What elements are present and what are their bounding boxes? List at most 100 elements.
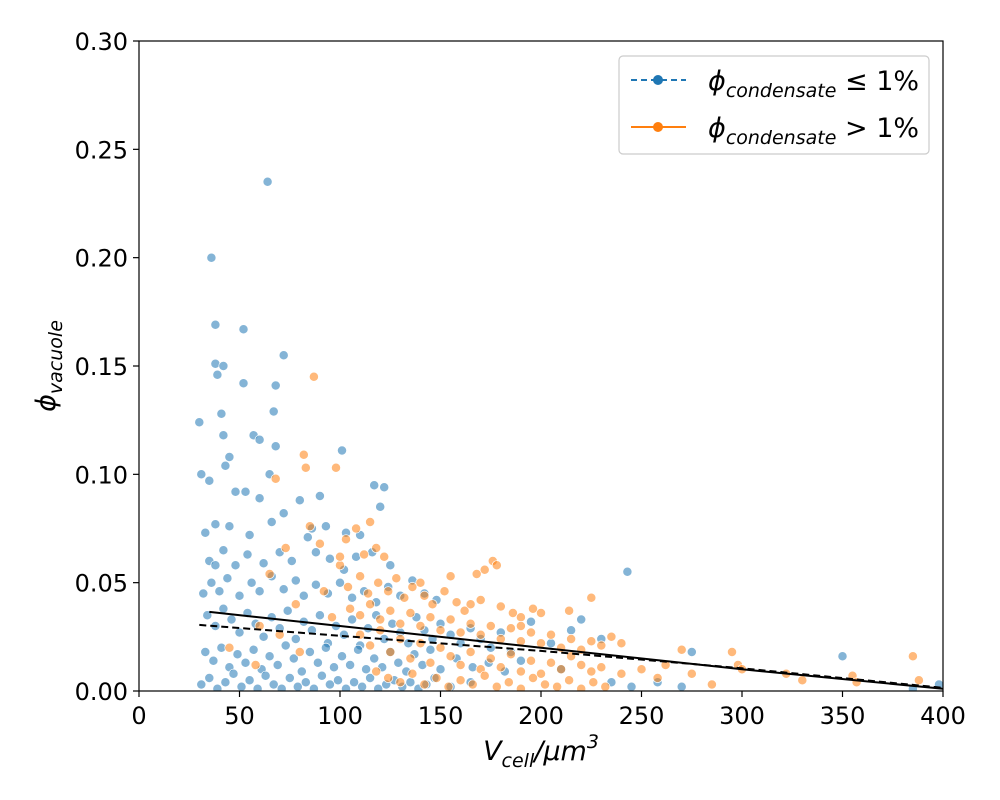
data-point-series-0-157 xyxy=(515,655,526,666)
data-point-series-1-34 xyxy=(419,590,430,601)
data-point-series-0-11 xyxy=(268,406,279,417)
data-point-series-1-38 xyxy=(459,605,470,616)
data-point-series-0-43 xyxy=(210,560,221,571)
data-point-series-0-15 xyxy=(254,434,265,445)
data-point-series-0-1 xyxy=(206,252,217,263)
data-point-series-0-61 xyxy=(246,577,257,588)
data-point-series-1-12 xyxy=(371,543,382,553)
data-point-series-1-88 xyxy=(485,653,496,664)
data-point-series-1-30 xyxy=(383,586,394,597)
data-point-series-0-171 xyxy=(284,673,295,683)
data-point-series-0-83 xyxy=(226,614,237,625)
data-point-series-0-66 xyxy=(298,590,309,601)
data-point-series-1-55 xyxy=(465,618,476,629)
data-point-series-1-124 xyxy=(503,677,514,688)
data-point-series-0-79 xyxy=(837,651,848,662)
legend-box xyxy=(618,55,930,155)
data-point-series-1-65 xyxy=(566,634,577,644)
data-point-series-0-59 xyxy=(222,573,233,584)
data-point-series-0-38 xyxy=(244,530,255,540)
data-point-series-1-24 xyxy=(465,599,476,610)
data-point-series-0-174 xyxy=(308,683,319,691)
data-point-series-1-57 xyxy=(485,621,496,631)
data-point-series-1-114 xyxy=(383,673,394,683)
data-point-series-0-29 xyxy=(369,480,380,491)
data-point-series-0-10 xyxy=(194,417,205,428)
x-tick-label-0: 0 xyxy=(131,702,146,730)
data-point-series-1-81 xyxy=(415,638,426,649)
data-point-series-1-84 xyxy=(445,651,456,662)
data-point-series-1-53 xyxy=(445,614,456,625)
data-point-series-1-21 xyxy=(586,592,597,603)
data-point-series-1-27 xyxy=(355,571,366,582)
data-point-series-1-17 xyxy=(491,560,502,571)
data-point-series-0-123 xyxy=(200,647,211,657)
data-point-series-1-8 xyxy=(351,523,362,534)
data-point-series-0-131 xyxy=(264,651,275,662)
data-point-series-0-177 xyxy=(333,675,343,686)
data-point-series-1-41 xyxy=(515,612,526,623)
x-axis-ticks: 0 50 100 150 200 250 300 350 400 xyxy=(131,691,966,730)
y-tick-label-1: 0.05 xyxy=(75,570,128,598)
data-point-series-0-64 xyxy=(278,584,289,595)
data-point-series-1-13 xyxy=(359,549,370,560)
data-point-series-1-48 xyxy=(395,618,406,629)
data-point-series-1-20 xyxy=(415,577,426,588)
data-point-series-0-26 xyxy=(294,495,305,506)
data-point-series-1-52 xyxy=(435,625,446,636)
data-point-series-0-90 xyxy=(282,605,293,616)
data-point-series-1-139 xyxy=(274,629,285,640)
data-point-series-0-161 xyxy=(204,673,215,683)
data-point-series-1-118 xyxy=(431,673,442,683)
data-point-series-0-120 xyxy=(576,614,587,625)
data-point-series-1-3 xyxy=(300,462,311,473)
data-point-series-0-87 xyxy=(258,631,269,642)
data-point-series-0-135 xyxy=(296,666,307,677)
data-point-series-1-70 xyxy=(616,638,627,649)
data-point-series-1-37 xyxy=(451,597,462,608)
data-point-series-1-16 xyxy=(479,564,490,575)
data-point-series-1-26 xyxy=(343,582,353,592)
data-point-series-0-50 xyxy=(310,547,321,558)
data-point-series-1-50 xyxy=(415,621,426,631)
data-point-series-0-13 xyxy=(218,430,229,441)
data-point-series-0-137 xyxy=(312,657,323,668)
data-point-series-1-120 xyxy=(455,675,466,686)
data-point-series-0-147 xyxy=(393,657,404,668)
legend-label-high: ϕcondensate > 1% xyxy=(708,113,919,149)
data-point-series-1-56 xyxy=(475,629,486,640)
data-point-series-1-51 xyxy=(425,612,436,623)
data-point-series-1-59 xyxy=(505,623,516,634)
data-point-series-0-143 xyxy=(361,664,372,675)
data-point-series-1-5 xyxy=(365,517,376,527)
data-point-series-1-94 xyxy=(546,657,556,668)
data-point-series-1-90 xyxy=(505,649,516,660)
data-point-series-1-82 xyxy=(425,657,436,668)
data-point-series-0-129 xyxy=(248,644,259,655)
x-tick-label-1: 50 xyxy=(224,702,255,730)
data-point-series-0-2 xyxy=(210,319,221,330)
data-point-series-1-54 xyxy=(455,627,466,638)
data-point-series-1-69 xyxy=(606,631,617,642)
data-point-series-1-76 xyxy=(365,640,376,651)
data-point-series-1-122 xyxy=(479,670,490,681)
data-point-series-1-123 xyxy=(491,681,502,691)
data-point-series-0-138 xyxy=(320,642,331,653)
data-point-series-1-136 xyxy=(318,586,329,597)
data-point-series-0-176 xyxy=(324,679,335,690)
data-point-series-1-22 xyxy=(564,605,575,616)
data-point-series-1-132 xyxy=(600,681,611,691)
data-point-series-0-23 xyxy=(230,486,241,497)
data-point-series-1-19 xyxy=(445,571,456,582)
data-point-series-0-152 xyxy=(435,664,446,675)
data-point-series-0-134 xyxy=(288,653,299,664)
data-point-series-1-92 xyxy=(526,655,536,666)
data-point-series-1-67 xyxy=(586,636,597,647)
data-point-series-1-129 xyxy=(564,675,575,686)
data-point-series-1-61 xyxy=(526,627,536,638)
data-point-series-0-186 xyxy=(405,677,416,688)
y-axis-label: ϕvacuole xyxy=(31,320,67,412)
data-point-series-0-182 xyxy=(373,683,384,691)
data-point-series-1-71 xyxy=(515,621,526,631)
data-point-series-1-101 xyxy=(636,664,647,675)
